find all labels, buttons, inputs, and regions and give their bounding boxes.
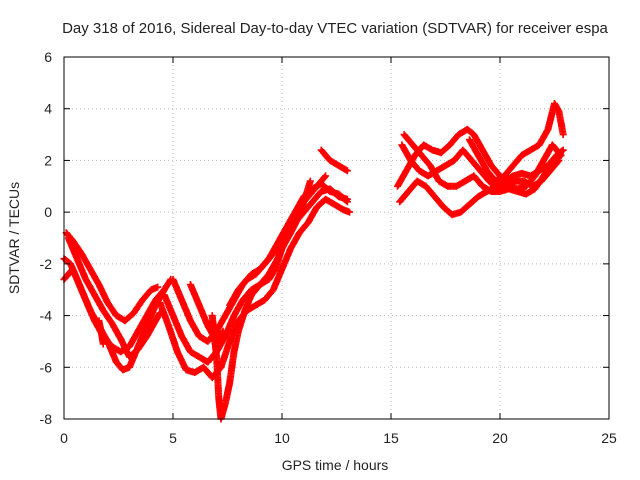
chart-title: Day 318 of 2016, Sidereal Day-to-day VTE… [62, 20, 608, 37]
y-tick-label: -6 [40, 359, 53, 375]
data-point [343, 167, 351, 175]
x-tick-label: 0 [60, 430, 68, 446]
axis-ticks: 0 5 10 15 20 25 -8 -6 -4 -2 0 2 4 6 [40, 49, 617, 446]
x-axis-label: GPS time / hours [282, 457, 389, 473]
x-tick-label: 10 [274, 430, 290, 446]
data-point [321, 173, 329, 181]
data-point [99, 340, 107, 348]
y-tick-label: 4 [44, 101, 52, 117]
x-tick-label: 5 [169, 430, 177, 446]
y-axis-label: SDTVAR / TECUs [6, 182, 22, 294]
grid-lines [64, 57, 609, 419]
y-tick-label: 6 [44, 49, 52, 65]
data-point [557, 151, 565, 159]
y-tick-label: -8 [40, 411, 53, 427]
data-point [343, 198, 351, 206]
plot-frame [63, 56, 610, 420]
data-points [60, 100, 567, 423]
x-tick-label: 15 [383, 430, 399, 446]
y-tick-label: -4 [40, 308, 53, 324]
x-tick-label: 25 [601, 430, 617, 446]
data-point [346, 208, 354, 216]
data-point [159, 287, 167, 295]
data-point [556, 152, 564, 160]
data-point [154, 283, 162, 291]
data-point [342, 197, 350, 205]
x-tick-label: 20 [492, 430, 508, 446]
data-point [306, 177, 314, 185]
data-point [559, 146, 567, 154]
data-point [322, 172, 330, 180]
y-tick-label: -2 [40, 256, 53, 272]
data-point [219, 327, 227, 335]
y-tick-label: 2 [44, 152, 52, 168]
data-point [559, 131, 567, 139]
y-tick-label: 0 [44, 204, 52, 220]
